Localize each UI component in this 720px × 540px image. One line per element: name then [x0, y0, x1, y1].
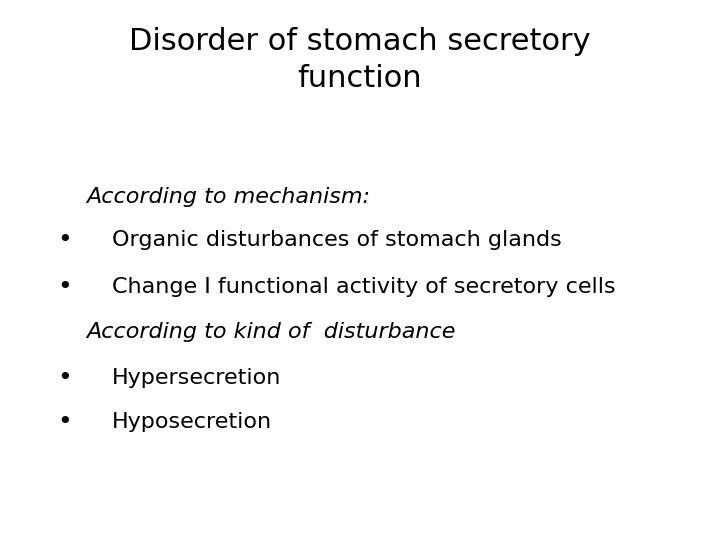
- Text: Hyposecretion: Hyposecretion: [112, 412, 271, 433]
- Text: •: •: [58, 228, 72, 252]
- Text: •: •: [58, 275, 72, 299]
- Text: •: •: [58, 410, 72, 434]
- Text: Organic disturbances of stomach glands: Organic disturbances of stomach glands: [112, 230, 562, 251]
- Text: Change I functional activity of secretory cells: Change I functional activity of secretor…: [112, 277, 615, 298]
- Text: According to kind of  disturbance: According to kind of disturbance: [86, 322, 456, 342]
- Text: Disorder of stomach secretory
function: Disorder of stomach secretory function: [129, 27, 591, 93]
- Text: According to mechanism:: According to mechanism:: [86, 187, 370, 207]
- Text: •: •: [58, 366, 72, 390]
- Text: Hypersecretion: Hypersecretion: [112, 368, 281, 388]
